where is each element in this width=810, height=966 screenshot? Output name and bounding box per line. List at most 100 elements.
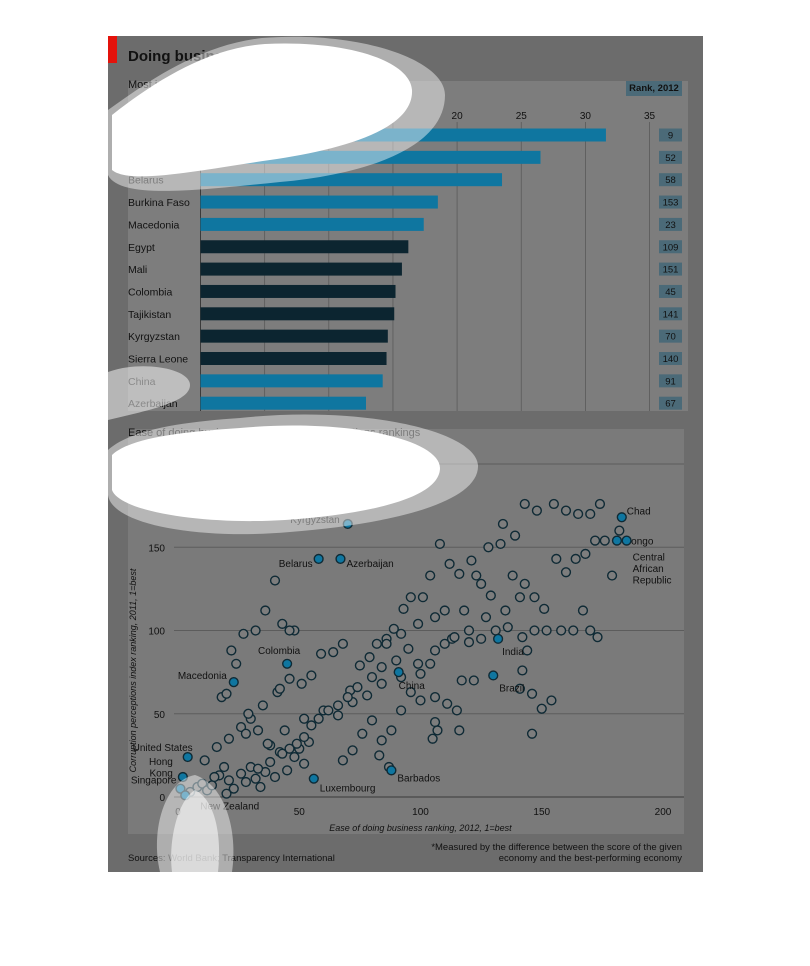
- point-label: Belarus: [279, 559, 313, 570]
- scatter-point: [517, 632, 528, 643]
- scatter-point: [328, 647, 339, 658]
- scatter-point: [502, 622, 513, 633]
- scatter-x-tick-label: 50: [294, 807, 306, 818]
- point-label: Brazil: [499, 683, 524, 694]
- highlighted-point: [616, 512, 627, 523]
- rank-value: 151: [663, 265, 679, 276]
- scatter-point: [454, 725, 465, 736]
- scatter-point: [442, 698, 453, 709]
- scatter-point: [231, 658, 242, 669]
- scatter-point: [434, 538, 446, 550]
- rank-value: 153: [663, 198, 679, 209]
- scatter-point: [277, 748, 288, 759]
- scatter-point: [274, 683, 285, 694]
- point-label-line: Kong: [149, 769, 172, 780]
- scatter-y-tick-label: 50: [154, 710, 166, 721]
- scatter-point: [590, 535, 601, 546]
- highlighted-point: [313, 553, 324, 565]
- scatter-point: [497, 518, 509, 530]
- scatter-x-tick-label: 100: [412, 807, 429, 818]
- scatter-point: [250, 773, 261, 784]
- scatter-point: [539, 603, 550, 614]
- scatter-point: [580, 548, 591, 560]
- scatter-point: [376, 735, 387, 746]
- point-label: India: [502, 647, 524, 658]
- scatter-point: [388, 623, 399, 634]
- point-label: Congo: [624, 537, 654, 548]
- scatter-point: [463, 637, 475, 648]
- rank-value: 67: [665, 399, 676, 410]
- scatter-point: [352, 682, 363, 693]
- scatter-point: [374, 750, 385, 761]
- scatter-point: [480, 612, 492, 623]
- scatter-point: [425, 658, 436, 669]
- scatter-y-tick-label: 100: [148, 627, 165, 638]
- point-label: Luxembourg: [320, 784, 376, 795]
- scatter-point: [415, 668, 426, 679]
- rank-box: [659, 352, 682, 365]
- scatter-point: [471, 570, 482, 581]
- bar-category-label: Belarus: [128, 175, 164, 187]
- bar-category-label: Egypt: [128, 242, 155, 254]
- scatter-point: [556, 625, 567, 636]
- bar-category-label: Mali: [128, 264, 147, 276]
- point-label-line: African: [633, 564, 664, 575]
- bar: [200, 284, 396, 298]
- point-label-line: Azerbaijan: [346, 559, 393, 570]
- rank-box: [659, 284, 682, 298]
- scatter-point: [541, 625, 552, 636]
- scatter-point: [490, 625, 501, 636]
- scatter-point: [381, 638, 392, 649]
- scatter-point: [429, 645, 441, 656]
- scatter-point: [269, 771, 281, 783]
- scatter-point: [255, 781, 266, 793]
- rank-value: 9: [668, 131, 673, 142]
- scatter-point: [243, 708, 254, 719]
- scatter-point: [415, 695, 426, 706]
- highlighted-point: [342, 518, 353, 530]
- scatter-point: [291, 738, 302, 749]
- point-label-line: China: [399, 681, 426, 692]
- scatter-point: [551, 553, 562, 565]
- bar-category-label: Kyrgyzstan: [128, 331, 180, 343]
- scatter-point: [289, 751, 300, 763]
- scatter-point: [568, 625, 579, 636]
- highlighted-point: [177, 771, 188, 783]
- scatter-point: [483, 542, 494, 553]
- highlighted-point: [386, 765, 397, 776]
- bar-category-label: Sierra Leone: [128, 354, 188, 366]
- scatter-point: [235, 768, 247, 779]
- scatter-point: [366, 672, 378, 683]
- point-label-line: Brazil: [499, 683, 524, 694]
- scatter-point: [282, 765, 293, 776]
- scatter-point: [526, 688, 538, 699]
- scatter-point: [570, 553, 581, 565]
- scatter-point: [560, 567, 572, 578]
- scatter-point: [514, 592, 526, 603]
- scatter-point: [546, 695, 557, 706]
- scatter-point: [332, 710, 344, 721]
- scatter-point: [265, 756, 276, 768]
- scatter-point: [403, 643, 414, 654]
- rank-value: 23: [665, 220, 676, 231]
- scatter-point: [405, 687, 416, 698]
- scatter-point: [396, 705, 407, 716]
- scatter-point: [362, 690, 373, 701]
- scatter-point: [449, 632, 460, 643]
- bar-x-tick-label: 25: [516, 111, 528, 122]
- scatter-point: [476, 578, 487, 589]
- scatter-point: [444, 558, 455, 570]
- scatter-point: [299, 731, 310, 743]
- bar-category-label: Macedonia: [128, 219, 180, 231]
- highlighted-point: [611, 535, 623, 546]
- scatter-x-axis-label: Ease of doing business ranking, 2012, 1=…: [329, 823, 512, 833]
- scatter-point: [592, 632, 603, 643]
- scatter-point: [429, 612, 441, 623]
- scatter-point: [485, 590, 496, 601]
- bar: [200, 374, 383, 388]
- scatter-point: [412, 658, 424, 669]
- rank-box: [659, 307, 682, 321]
- highlighted-point: [335, 553, 346, 565]
- scatter-point: [519, 578, 530, 589]
- scatter-point: [223, 733, 235, 744]
